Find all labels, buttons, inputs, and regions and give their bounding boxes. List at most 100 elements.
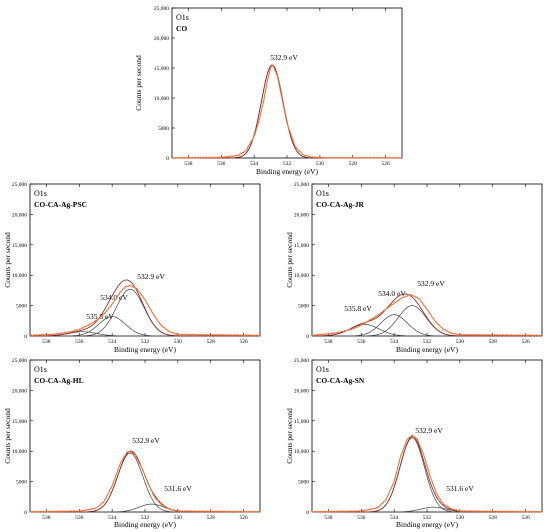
x-axis-label: Binding energy (eV) — [396, 345, 458, 354]
y-tick-label: 25,000 — [294, 358, 309, 364]
x-tick-label: 538 — [42, 339, 51, 345]
y-tick-label: 5000 — [298, 304, 309, 310]
chart-panel-co-ca-ag-sn: O1s CO-CA-Ag-SN Binding energy (eV) Coun… — [285, 358, 543, 529]
measured-spectrum-line — [29, 450, 261, 513]
y-tick-label: 25,000 — [12, 182, 27, 188]
peak-label: 531.6 eV — [446, 484, 474, 493]
peak-label: 531.6 eV — [164, 484, 192, 493]
x-tick-label: 538 — [42, 515, 51, 521]
x-tick-label: 532 — [141, 515, 150, 521]
y-tick-label: 20,000 — [154, 36, 169, 42]
y-axis-label: Counts per second — [285, 408, 294, 464]
peak-label: 532.9 eV — [415, 426, 443, 435]
chart-panel-co-ca-ag-hl: O1s CO-CA-Ag-HL Binding energy (eV) Coun… — [3, 358, 261, 529]
x-tick-label: 534 — [108, 339, 117, 345]
y-tick-label: 0 — [306, 510, 309, 516]
component-peak-line — [30, 288, 260, 337]
plot-frame — [171, 7, 403, 159]
x-tick-label: 534 — [108, 515, 117, 521]
x-tick-label: 530 — [456, 515, 465, 521]
y-tick-label: 5000 — [16, 480, 27, 486]
y-axis-label: Counts per second — [3, 232, 12, 288]
y-tick-label: 5000 — [298, 480, 309, 486]
y-tick-label: 0 — [166, 156, 169, 162]
y-tick-label: 10,000 — [294, 449, 309, 455]
y-tick-label: 5000 — [158, 126, 169, 132]
peak-label: 532.9 eV — [270, 53, 298, 62]
x-tick-label: 526 — [239, 339, 248, 345]
x-tick-label: 526 — [239, 515, 248, 521]
peak-label: 534.0 eV — [378, 289, 406, 298]
y-axis-label: Counts per second — [134, 55, 143, 111]
x-tick-label: 530 — [174, 515, 183, 521]
y-tick-label: 15,000 — [12, 419, 27, 425]
fit-envelope-line — [172, 64, 402, 159]
peak-label: 532.9 eV — [137, 272, 165, 281]
sample-label: CO-CA-Ag-SN — [316, 376, 365, 385]
x-tick-label: 528 — [207, 339, 216, 345]
x-tick-label: 536 — [357, 515, 366, 521]
y-tick-label: 15,000 — [154, 66, 169, 72]
x-tick-label: 530 — [174, 339, 183, 345]
y-tick-label: 0 — [306, 334, 309, 340]
x-tick-label: 532 — [423, 339, 432, 345]
x-tick-label: 528 — [489, 339, 498, 345]
y-tick-label: 25,000 — [294, 182, 309, 188]
peak-label: 532.9 eV — [417, 279, 445, 288]
peak-label: 532.9 eV — [132, 436, 160, 445]
y-tick-label: 10,000 — [154, 96, 169, 102]
x-tick-label: 536 — [217, 161, 226, 167]
core-level-label: O1s — [34, 189, 47, 198]
peak-label: 534.0 eV — [100, 293, 128, 302]
y-tick-label: 10,000 — [294, 273, 309, 279]
x-tick-label: 530 — [316, 161, 325, 167]
x-tick-label: 538 — [324, 339, 333, 345]
chart-panel-co: O1s CO Binding energy (eV) Counts per se… — [134, 6, 403, 176]
core-level-label: O1s — [316, 189, 329, 198]
y-tick-label: 15,000 — [12, 243, 27, 249]
measured-spectrum-line — [311, 434, 543, 513]
y-tick-label: 5000 — [16, 304, 27, 310]
x-tick-label: 534 — [390, 515, 399, 521]
y-tick-label: 15,000 — [294, 419, 309, 425]
x-tick-label: 526 — [521, 339, 530, 345]
chart-panel-co-ca-ag-psc: O1s CO-CA-Ag-PSC Binding energy (eV) Cou… — [3, 182, 261, 354]
x-tick-label: 528 — [207, 515, 216, 521]
y-tick-label: 0 — [24, 510, 27, 516]
x-tick-label: 538 — [184, 161, 193, 167]
component-peak-line — [172, 64, 402, 159]
y-tick-label: 10,000 — [12, 449, 27, 455]
y-tick-label: 20,000 — [294, 212, 309, 218]
x-axis-label: Binding energy (eV) — [114, 345, 176, 354]
y-tick-label: 15,000 — [294, 243, 309, 249]
y-axis-label: Counts per second — [285, 232, 294, 288]
measured-spectrum-line — [171, 64, 403, 159]
y-tick-label: 20,000 — [294, 388, 309, 394]
x-tick-label: 536 — [75, 339, 84, 345]
y-tick-label: 25,000 — [12, 358, 27, 364]
component-peak-line — [312, 437, 542, 513]
sample-label: CO-CA-Ag-JR — [316, 200, 364, 209]
x-tick-label: 538 — [324, 515, 333, 521]
x-axis-label: Binding energy (eV) — [114, 520, 176, 529]
sample-label: CO-CA-Ag-HL — [34, 376, 84, 385]
x-tick-label: 532 — [141, 339, 150, 345]
component-peak-line — [30, 452, 260, 513]
x-tick-label: 526 — [521, 515, 530, 521]
x-tick-label: 526 — [381, 161, 390, 167]
fit-envelope-line — [312, 293, 542, 337]
chart-panel-co-ca-ag-jr: O1s CO-CA-Ag-JR Binding energy (eV) Coun… — [285, 182, 543, 354]
x-tick-label: 536 — [75, 515, 84, 521]
y-axis-label: Counts per second — [3, 408, 12, 464]
x-axis-label: Binding energy (eV) — [396, 520, 458, 529]
x-tick-label: 536 — [357, 339, 366, 345]
x-tick-label: 532 — [423, 515, 432, 521]
sample-label: CO — [176, 24, 187, 33]
core-level-label: O1s — [34, 365, 47, 374]
fit-envelope-line — [312, 436, 542, 513]
peak-label: 535.8 eV — [344, 304, 372, 313]
fit-envelope-line — [30, 279, 260, 337]
sample-label: CO-CA-Ag-PSC — [34, 200, 87, 209]
core-level-label: O1s — [176, 13, 189, 22]
